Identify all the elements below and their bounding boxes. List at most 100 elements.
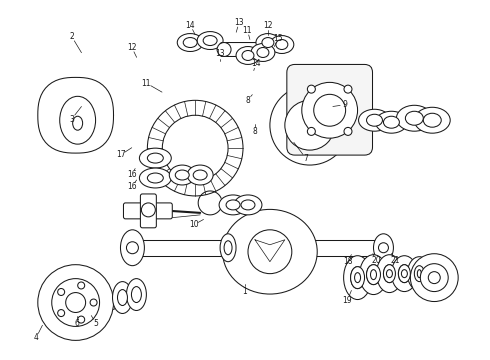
Text: 16: 16 [127, 182, 137, 191]
Text: 3: 3 [69, 114, 74, 123]
Text: 14: 14 [251, 59, 261, 68]
Text: 5: 5 [94, 319, 98, 328]
Ellipse shape [197, 32, 223, 50]
Ellipse shape [242, 50, 254, 60]
Text: 8: 8 [245, 96, 250, 105]
Text: 9: 9 [343, 100, 347, 109]
Ellipse shape [398, 265, 410, 283]
FancyBboxPatch shape [287, 64, 372, 155]
Ellipse shape [126, 279, 147, 310]
Ellipse shape [257, 48, 269, 58]
Text: 6: 6 [74, 319, 79, 328]
Ellipse shape [147, 153, 163, 163]
Ellipse shape [234, 195, 262, 215]
Ellipse shape [401, 270, 407, 278]
Ellipse shape [140, 168, 171, 188]
Ellipse shape [350, 267, 365, 289]
Ellipse shape [219, 195, 247, 215]
Ellipse shape [226, 200, 240, 210]
Circle shape [344, 85, 352, 93]
Text: 14: 14 [186, 21, 195, 30]
Ellipse shape [236, 46, 260, 64]
Text: 16: 16 [127, 170, 137, 179]
Ellipse shape [359, 109, 391, 131]
Ellipse shape [187, 165, 213, 185]
Ellipse shape [415, 107, 450, 133]
Text: 19: 19 [343, 296, 352, 305]
Circle shape [285, 100, 335, 150]
Circle shape [420, 264, 448, 292]
Ellipse shape [169, 165, 195, 185]
Text: 13: 13 [234, 18, 244, 27]
Circle shape [307, 127, 316, 135]
Text: 10: 10 [189, 220, 198, 229]
Ellipse shape [73, 116, 83, 130]
Circle shape [217, 42, 231, 57]
Ellipse shape [131, 287, 142, 302]
Ellipse shape [392, 256, 417, 292]
Ellipse shape [241, 200, 255, 210]
Circle shape [248, 230, 292, 274]
Ellipse shape [384, 265, 395, 283]
Text: 8: 8 [252, 127, 257, 136]
Ellipse shape [376, 255, 402, 293]
Circle shape [58, 310, 65, 316]
Ellipse shape [387, 270, 392, 278]
Ellipse shape [118, 289, 127, 306]
Text: 4: 4 [34, 333, 39, 342]
Circle shape [52, 279, 99, 327]
Circle shape [428, 272, 440, 284]
Circle shape [378, 243, 389, 253]
Circle shape [307, 85, 316, 93]
Circle shape [78, 282, 85, 289]
Ellipse shape [343, 256, 371, 300]
Text: 18: 18 [343, 257, 352, 266]
Ellipse shape [415, 266, 424, 282]
Ellipse shape [113, 282, 132, 314]
FancyBboxPatch shape [220, 42, 262, 57]
Ellipse shape [121, 230, 145, 266]
FancyBboxPatch shape [123, 203, 172, 219]
Ellipse shape [415, 266, 424, 282]
FancyBboxPatch shape [141, 194, 156, 228]
Ellipse shape [183, 37, 197, 48]
Ellipse shape [175, 170, 189, 180]
Ellipse shape [367, 265, 380, 285]
Ellipse shape [140, 148, 171, 168]
Text: 13: 13 [215, 49, 224, 58]
Ellipse shape [203, 36, 217, 45]
Text: 7: 7 [304, 154, 308, 163]
Ellipse shape [177, 33, 203, 51]
Ellipse shape [220, 234, 236, 262]
Ellipse shape [398, 265, 410, 283]
Ellipse shape [350, 267, 365, 289]
Bar [130, 240, 385, 256]
Ellipse shape [60, 96, 96, 144]
Circle shape [78, 316, 85, 323]
Ellipse shape [370, 270, 376, 280]
Circle shape [58, 288, 65, 296]
Ellipse shape [270, 36, 294, 54]
Circle shape [142, 203, 155, 217]
Ellipse shape [360, 255, 388, 294]
Text: 11: 11 [142, 79, 151, 88]
Text: 17: 17 [116, 150, 125, 159]
Circle shape [302, 82, 358, 138]
Ellipse shape [405, 111, 423, 125]
Ellipse shape [262, 37, 274, 48]
Ellipse shape [396, 105, 432, 131]
Circle shape [66, 293, 86, 312]
Text: 1: 1 [243, 287, 247, 296]
Ellipse shape [251, 44, 275, 62]
Ellipse shape [355, 273, 361, 283]
Ellipse shape [276, 40, 288, 50]
Ellipse shape [147, 173, 163, 183]
Ellipse shape [384, 265, 395, 283]
Ellipse shape [375, 111, 407, 133]
Circle shape [270, 85, 349, 165]
Text: 15: 15 [273, 34, 283, 43]
Ellipse shape [193, 170, 207, 180]
Ellipse shape [224, 241, 232, 255]
Circle shape [126, 242, 138, 254]
Ellipse shape [367, 265, 380, 285]
